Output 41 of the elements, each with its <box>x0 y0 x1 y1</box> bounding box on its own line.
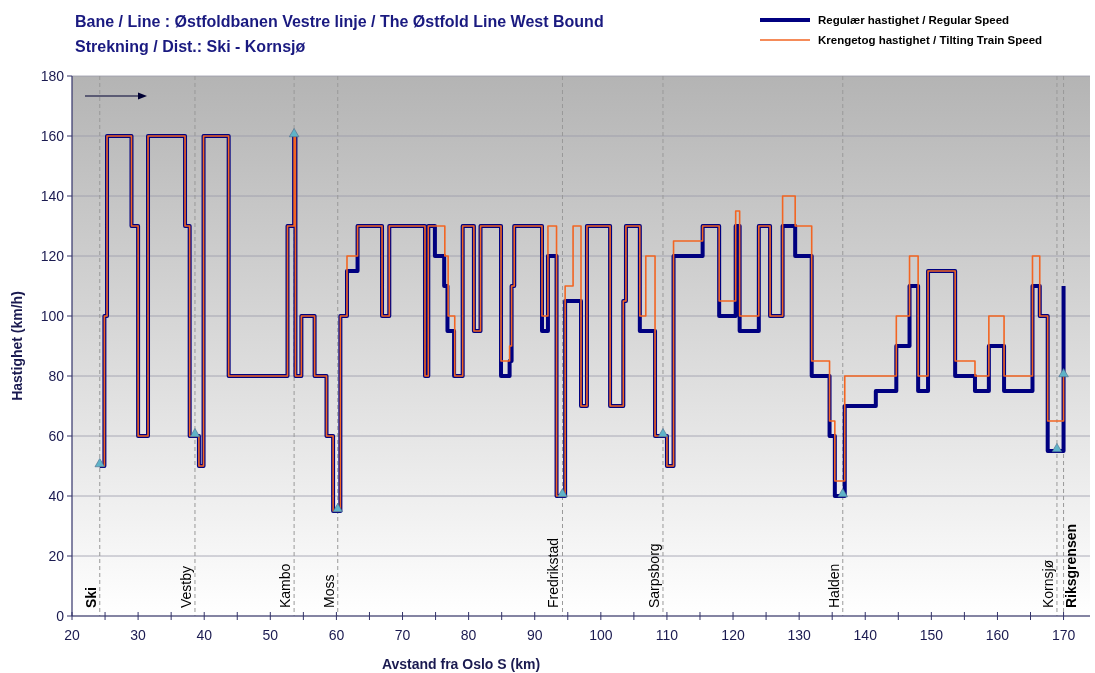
x-tick-label: 30 <box>130 627 147 643</box>
y-tick-label: 80 <box>48 368 65 384</box>
ref-line-label: Sarpsborg <box>645 543 662 608</box>
ref-line-label: Vestby <box>177 565 194 608</box>
y-tick-label: 40 <box>48 488 65 504</box>
x-tick-label: 130 <box>787 627 812 643</box>
ref-line-label: Kornsjø <box>1039 559 1056 608</box>
ref-line-label: Kambo <box>277 563 294 608</box>
x-tick-label: 100 <box>589 627 613 643</box>
x-tick-label: 40 <box>196 627 213 643</box>
ref-line-label: Halden <box>825 563 842 608</box>
y-tick-label: 120 <box>40 248 65 264</box>
x-tick-label: 170 <box>1051 627 1076 643</box>
y-tick-label: 20 <box>48 548 65 564</box>
chart-title: Bane / Line : Østfoldbanen Vestre linje / The Østfold Line West Bound <box>75 13 604 30</box>
x-tick-label: 110 <box>655 627 679 643</box>
chart-subtitle: Strekning / Dist.: Ski - Kornsjø <box>75 38 306 55</box>
x-tick-label: 120 <box>721 627 745 643</box>
x-tick-label: 50 <box>262 627 279 643</box>
ref-line-label: Ski <box>82 586 99 608</box>
y-tick-label: 0 <box>56 608 65 624</box>
ref-line-label: Moss <box>320 574 337 608</box>
y-tick-label: 160 <box>40 128 65 144</box>
ref-line-label: Fredrikstad <box>545 537 562 608</box>
x-tick-label: 90 <box>526 627 543 643</box>
x-tick-label: 20 <box>64 627 80 643</box>
x-tick-label: 150 <box>919 627 944 643</box>
y-tick-label: 180 <box>40 68 65 84</box>
x-tick-label: 80 <box>460 627 477 643</box>
x-tick-label: 160 <box>985 627 1010 643</box>
y-tick-label: 140 <box>40 188 65 204</box>
x-tick-label: 140 <box>853 627 878 643</box>
legend-label: Krengetog hastighet / Tilting Train Speed <box>818 34 1043 46</box>
y-tick-label: 100 <box>40 308 65 324</box>
x-tick-label: 60 <box>328 627 345 643</box>
ref-line-label: Riksgrensen <box>1062 523 1079 608</box>
x-tick-label: 70 <box>394 627 411 643</box>
legend-label: Regulær hastighet / Regular Speed <box>818 14 1010 26</box>
x-axis-title: Avstand fra Oslo S (km) <box>381 656 541 672</box>
y-axis-title: Hastighet (km/h) <box>9 291 25 401</box>
y-tick-label: 60 <box>48 428 65 444</box>
